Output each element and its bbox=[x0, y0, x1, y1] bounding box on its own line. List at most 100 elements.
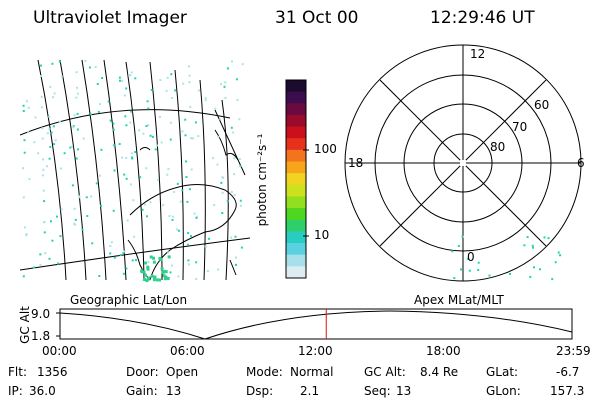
map-emission-pixel bbox=[73, 207, 76, 210]
map-emission-pixel bbox=[112, 128, 115, 131]
timeline-xtick-0600: 06:00 bbox=[170, 344, 205, 358]
map-emission-pixel bbox=[204, 245, 207, 248]
map-emission-pixel bbox=[125, 267, 128, 270]
map-emission-pixel bbox=[190, 235, 192, 238]
map-emission-pixel bbox=[188, 188, 191, 191]
polar-emission-pixel bbox=[509, 273, 511, 275]
map-emission-pixel bbox=[147, 124, 150, 127]
map-emission-pixel bbox=[219, 118, 222, 121]
map-emission-pixel bbox=[129, 121, 132, 124]
map-emission-pixel bbox=[22, 167, 24, 170]
map-emission-pixel bbox=[41, 127, 44, 130]
map-emission-pixel bbox=[122, 251, 125, 254]
map-emission-pixel bbox=[160, 141, 163, 144]
map-emission-pixel bbox=[124, 115, 127, 118]
map-emission-pixel bbox=[88, 66, 91, 69]
map-emission-pixel bbox=[129, 183, 132, 186]
map-emission-pixel bbox=[33, 141, 36, 144]
map-emission-pixel bbox=[192, 137, 194, 140]
map-emission-pixel bbox=[232, 131, 235, 134]
colorbar-swatch bbox=[286, 184, 306, 197]
map-emission-pixel bbox=[52, 125, 55, 128]
map-emission-pixel bbox=[73, 114, 76, 117]
map-emission-pixel bbox=[188, 81, 191, 84]
map-emission-pixel bbox=[40, 106, 43, 109]
map-emission-pixel bbox=[123, 173, 126, 176]
map-emission-pixel bbox=[44, 252, 47, 255]
status-gc-alt-value: 8.4 Re bbox=[420, 365, 459, 379]
timeline-xtick-0000: 00:00 bbox=[42, 344, 77, 358]
map-emission-pixel bbox=[121, 79, 124, 82]
status-glat-value: -6.7 bbox=[556, 365, 580, 379]
map-emission-pixel bbox=[140, 269, 144, 273]
map-emission-pixel bbox=[51, 62, 54, 65]
map-emission-pixel bbox=[119, 79, 121, 82]
map-emission-pixel bbox=[165, 89, 168, 92]
map-emission-pixel bbox=[152, 278, 156, 282]
instrument-title: Ultraviolet Imager bbox=[33, 8, 187, 28]
mlat-label-60: 60 bbox=[534, 98, 550, 112]
map-emission-pixel bbox=[231, 60, 233, 63]
map-emission-pixel bbox=[163, 277, 167, 281]
map-emission-pixel bbox=[78, 196, 81, 199]
map-emission-pixel bbox=[230, 236, 233, 239]
gc-alt-curve bbox=[59, 310, 573, 340]
map-emission-pixel bbox=[239, 204, 242, 207]
map-emission-pixel bbox=[185, 160, 188, 163]
map-emission-pixel bbox=[43, 231, 46, 234]
status-ip-label: IP: bbox=[8, 384, 23, 398]
polar-emission-pixel bbox=[477, 261, 480, 264]
map-emission-pixel bbox=[75, 71, 78, 74]
map-emission-pixel bbox=[69, 146, 72, 149]
map-emission-pixel bbox=[166, 173, 169, 176]
map-emission-pixel bbox=[97, 111, 100, 113]
map-emission-pixel bbox=[43, 200, 46, 203]
timeline-xtick-2359: 23:59 bbox=[556, 344, 591, 358]
map-emission-pixel bbox=[42, 158, 45, 161]
map-emission-pixel bbox=[230, 191, 233, 193]
map-emission-pixel bbox=[125, 124, 128, 127]
map-emission-pixel bbox=[153, 275, 157, 279]
map-emission-pixel bbox=[167, 168, 170, 171]
polar-emission-pixel bbox=[453, 277, 456, 280]
colorbar-swatch bbox=[286, 149, 306, 163]
status-flt-label: Flt: bbox=[8, 365, 27, 379]
map-emission-pixel bbox=[222, 176, 225, 179]
map-emission-pixel bbox=[43, 221, 46, 223]
map-emission-pixel bbox=[60, 75, 63, 78]
colorbar-frame bbox=[285, 79, 307, 279]
status-mode-value: Normal bbox=[290, 365, 334, 379]
map-emission-pixel bbox=[50, 220, 52, 223]
map-emission-pixel bbox=[204, 99, 207, 102]
map-emission-pixel bbox=[90, 195, 93, 198]
map-emission-pixel bbox=[109, 119, 112, 122]
polar-emission-pixel bbox=[477, 269, 480, 271]
map-emission-pixel bbox=[74, 218, 77, 221]
map-emission-pixel bbox=[146, 277, 150, 281]
map-emission-pixel bbox=[118, 76, 121, 79]
map-grid-line bbox=[214, 109, 246, 176]
map-emission-pixel bbox=[58, 120, 61, 123]
colorbar-swatch bbox=[286, 243, 306, 256]
map-emission-pixel bbox=[152, 256, 155, 260]
status-ip-value: 36.0 bbox=[29, 384, 56, 398]
map-emission-pixel bbox=[145, 125, 148, 127]
map-emission-pixel bbox=[149, 255, 153, 259]
map-emission-pixel bbox=[184, 134, 187, 137]
map-emission-pixel bbox=[145, 167, 148, 170]
map-emission-pixel bbox=[51, 239, 54, 242]
status-mode-label: Mode: bbox=[246, 365, 283, 379]
polar-emission-pixel bbox=[466, 257, 469, 260]
map-emission-pixel bbox=[126, 219, 129, 222]
map-emission-pixel bbox=[48, 128, 51, 131]
map-emission-pixel bbox=[49, 145, 52, 148]
map-grid-line bbox=[20, 109, 231, 136]
map-emission-pixel bbox=[170, 97, 173, 100]
map-emission-pixel bbox=[22, 110, 25, 112]
colorbar bbox=[286, 80, 306, 279]
map-emission-pixel bbox=[157, 178, 160, 181]
status-door-label: Door: bbox=[126, 365, 159, 379]
map-emission-pixel bbox=[188, 65, 190, 68]
